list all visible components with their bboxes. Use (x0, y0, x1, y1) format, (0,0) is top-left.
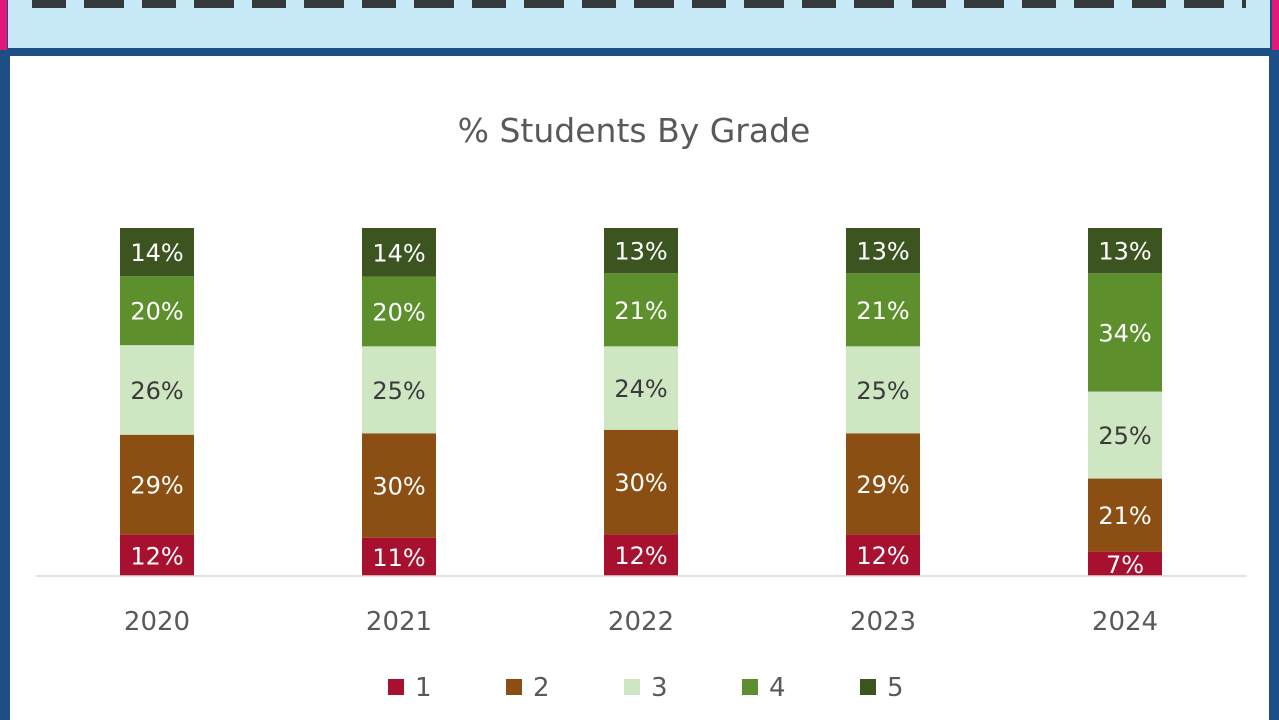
legend-swatch-4 (742, 679, 758, 695)
bar-segment-2020-grade-5 (120, 228, 194, 277)
header-banner (8, 0, 1270, 48)
bar-segment-2022-grade-4 (604, 273, 678, 347)
data-label-2023-grade-4: 21% (856, 297, 909, 325)
data-label-2022-grade-5: 13% (614, 238, 667, 266)
data-label-2020-grade-1: 12% (130, 542, 183, 570)
data-label-2021-grade-3: 25% (372, 377, 425, 405)
data-label-2020-grade-3: 26% (130, 377, 183, 405)
data-label-2023-grade-2: 29% (856, 471, 909, 499)
data-label-2022-grade-3: 24% (614, 375, 667, 403)
legend-swatch-5 (860, 679, 876, 695)
category-label-2020: 2020 (124, 607, 190, 637)
bar-segment-2020-grade-1 (120, 534, 194, 576)
bar-segment-2022-grade-5 (604, 228, 678, 274)
legend-item-2: 2 (506, 673, 550, 703)
data-label-2021-grade-2: 30% (372, 473, 425, 501)
data-label-2021-grade-5: 14% (372, 239, 425, 267)
bar-segment-2020-grade-3 (120, 345, 194, 435)
legend-swatch-3 (624, 679, 640, 695)
data-label-2020-grade-2: 29% (130, 472, 183, 500)
category-label-2024: 2024 (1092, 607, 1158, 637)
data-label-2020-grade-5: 14% (130, 239, 183, 267)
pink-accent-right (1272, 0, 1279, 50)
legend-item-5: 5 (860, 673, 904, 703)
bar-segment-2022-grade-3 (604, 346, 678, 430)
data-label-2021-grade-4: 20% (372, 299, 425, 327)
legend: 1 2 3 4 5 (388, 673, 904, 703)
data-label-2024-grade-2: 21% (1098, 502, 1151, 530)
header-title-cropped (32, 0, 1246, 8)
bar-segment-2023-grade-4 (846, 273, 920, 347)
chart-title: % Students By Grade (458, 111, 811, 150)
category-label-2023: 2023 (850, 607, 916, 637)
bar-segment-2024-grade-1 (1088, 551, 1162, 576)
chart-panel: % Students By Grade 12% 29% 26% 20% 14% 11% 30… (10, 56, 1269, 720)
data-label-2023-grade-3: 25% (856, 377, 909, 405)
bar-segment-2021-grade-2 (362, 433, 436, 538)
data-label-2024-grade-1: 7% (1106, 551, 1144, 579)
legend-label-4: 4 (769, 673, 786, 703)
bar-segment-2024-grade-2 (1088, 478, 1162, 552)
data-label-2024-grade-5: 13% (1098, 238, 1151, 266)
data-label-2022-grade-2: 30% (614, 469, 667, 497)
bar-segment-2023-grade-1 (846, 534, 920, 576)
data-label-2021-grade-1: 11% (372, 544, 425, 572)
legend-label-2: 2 (533, 673, 550, 703)
legend-label-1: 1 (415, 673, 432, 703)
legend-label-3: 3 (651, 673, 668, 703)
bar-segment-2021-grade-3 (362, 346, 436, 434)
stacked-bar-chart: % Students By Grade 12% 29% 26% 20% 14% 11% 30… (36, 111, 1247, 703)
data-label-2024-grade-3: 25% (1098, 422, 1151, 450)
data-label-2022-grade-1: 12% (614, 542, 667, 570)
legend-label-5: 5 (887, 673, 904, 703)
legend-swatch-2 (506, 679, 522, 695)
data-label-2023-grade-5: 13% (856, 238, 909, 266)
bar-segment-2024-grade-3 (1088, 391, 1162, 479)
data-label-2022-grade-4: 21% (614, 297, 667, 325)
bar-segment-2021-grade-1 (362, 537, 436, 576)
bar-segment-2024-grade-5 (1088, 228, 1162, 274)
pink-accent-left (0, 0, 7, 50)
bar-segment-2020-grade-2 (120, 434, 194, 535)
bars-layer: 12% 29% 26% 20% 14% 11% 30% 25% 20% 14% 12% 30% 24% 2… (120, 228, 1162, 579)
category-label-2022: 2022 (608, 607, 674, 637)
bar-segment-2023-grade-3 (846, 346, 920, 434)
legend-item-1: 1 (388, 673, 432, 703)
data-label-2024-grade-4: 34% (1098, 319, 1151, 347)
bar-segment-2021-grade-5 (362, 228, 436, 277)
category-labels: 2020 2021 2022 2023 2024 (124, 607, 1158, 637)
legend-item-3: 3 (624, 673, 668, 703)
bar-segment-2020-grade-4 (120, 276, 194, 346)
bar-segment-2023-grade-2 (846, 433, 920, 535)
bar-segment-2023-grade-5 (846, 228, 920, 274)
bar-segment-2021-grade-4 (362, 276, 436, 347)
bar-segment-2022-grade-1 (604, 534, 678, 576)
category-label-2021: 2021 (366, 607, 432, 637)
data-label-2020-grade-4: 20% (130, 298, 183, 326)
legend-swatch-1 (388, 679, 404, 695)
legend-item-4: 4 (742, 673, 786, 703)
data-label-2023-grade-1: 12% (856, 542, 909, 570)
bar-segment-2022-grade-2 (604, 429, 678, 535)
bar-segment-2024-grade-4 (1088, 273, 1162, 392)
